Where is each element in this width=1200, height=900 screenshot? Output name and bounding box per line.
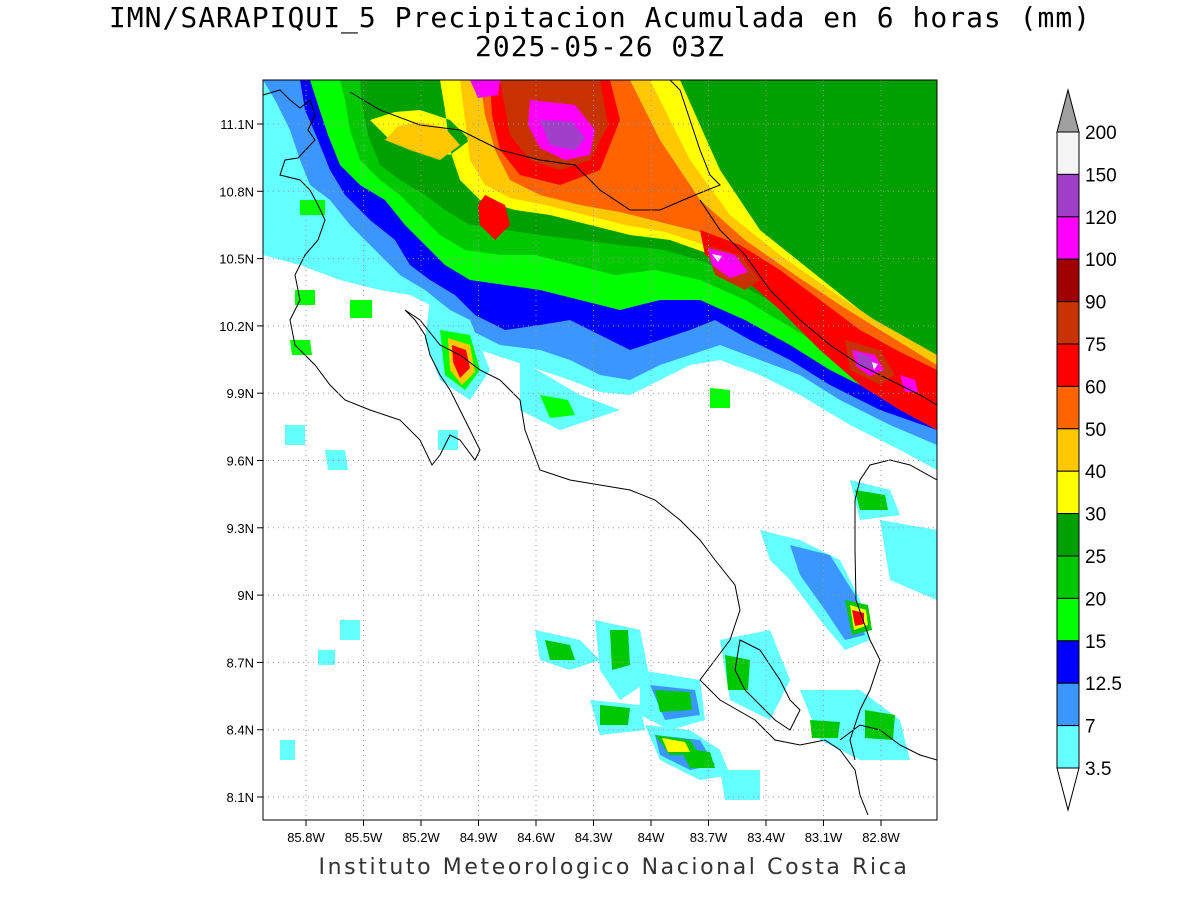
colorbar-legend: 200 150 120 100 90 75 60 50 40 30 25 20 15 12.5 7 3.5 <box>1056 88 1122 812</box>
precip-band-60 <box>478 80 937 430</box>
lat-tick-label: 9.9N <box>227 386 254 401</box>
colorbar-label: 150 <box>1085 165 1117 186</box>
colorbar-label: 15 <box>1085 632 1106 653</box>
lat-tick-label: 10.8N <box>219 184 254 199</box>
colorbar-swatch <box>1056 258 1080 303</box>
lat-tick-label: 11.1N <box>220 117 254 132</box>
lat-tick-label: 9.3N <box>227 521 254 536</box>
precip-cell <box>440 330 575 418</box>
colorbar-label: 50 <box>1085 420 1106 441</box>
lon-tick-label: 85.8W <box>287 830 325 845</box>
lon-tick-label: 84W <box>638 830 665 845</box>
colorbar-max-arrow <box>1056 88 1080 133</box>
colorbar-label: 75 <box>1085 335 1106 356</box>
colorbar-swatch <box>1056 725 1080 769</box>
precip-cell <box>535 480 937 800</box>
precip-band-100 <box>470 80 918 392</box>
colorbar-swatch <box>1056 131 1080 175</box>
lon-tick-label: 84.3W <box>575 830 613 845</box>
colorbar-swatch <box>1056 428 1080 472</box>
colorbar-label: 12.5 <box>1085 674 1122 695</box>
colorbar-min-arrow <box>1056 767 1080 812</box>
colorbar-label: 30 <box>1085 505 1106 526</box>
colorbar-swatch <box>1056 301 1080 345</box>
colorbar-label: 7 <box>1085 717 1096 738</box>
precip-band-120 <box>540 120 874 368</box>
map-grid <box>263 80 937 820</box>
lon-tick-label: 83.1W <box>805 830 843 845</box>
colorbar-label: 200 <box>1085 123 1117 144</box>
coastline <box>263 80 937 816</box>
lat-tick-label: 9N <box>237 588 254 603</box>
lon-tick-label: 85.2W <box>402 830 440 845</box>
colorbar-swatch <box>1056 682 1080 727</box>
lat-tick-label: 8.4N <box>227 723 254 738</box>
colorbar-label: 60 <box>1085 377 1106 398</box>
lon-tick-label: 83.7W <box>690 830 728 845</box>
colorbar-swatch <box>1056 470 1080 515</box>
colorbar-swatch <box>1056 555 1080 599</box>
colorbar-swatch <box>1056 173 1080 218</box>
precip-cell <box>425 300 620 430</box>
nicaragua-border <box>349 80 721 211</box>
colorbar-swatch <box>1056 640 1080 684</box>
lon-tick-label: 82.8W <box>862 830 900 845</box>
caribbean-coast <box>699 199 937 406</box>
colorbar-swatch <box>1056 385 1080 430</box>
colorbar-label: 20 <box>1085 589 1106 610</box>
credit-text: Instituto Meteorologico Nacional Costa R… <box>318 855 910 880</box>
precipitation-field <box>263 80 937 800</box>
precip-cell <box>280 425 458 760</box>
colorbar-swatch <box>1056 216 1080 260</box>
longitude-axis: 85.8W 85.5W 85.2W 84.9W 84.6W 84.3W 84W 83.7W 83… <box>287 820 901 845</box>
pacific-coast-north <box>263 89 869 816</box>
lon-tick-label: 83.4W <box>747 830 785 845</box>
latitude-axis: 11.1N 10.8N 10.5N 10.2N 9.9N 9.6N 9.3N 9N 8.7N 8.… <box>219 117 263 805</box>
colorbar-label: 40 <box>1085 462 1106 483</box>
colorbar-label: 100 <box>1085 250 1117 271</box>
lon-tick-label: 84.9W <box>460 830 498 845</box>
panama-border <box>849 459 937 761</box>
map-date: 2025-05-26 03Z <box>474 30 725 63</box>
colorbar-label: 3.5 <box>1085 759 1111 780</box>
colorbar-swatch <box>1056 343 1080 387</box>
map-frame <box>262 79 938 821</box>
colorbar-label: 25 <box>1085 547 1106 568</box>
lat-tick-label: 9.6N <box>227 454 254 469</box>
colorbar-label: 90 <box>1085 293 1106 314</box>
lon-tick-label: 84.6W <box>517 830 555 845</box>
lat-tick-label: 8.7N <box>227 655 254 670</box>
lat-tick-label: 8.1N <box>227 790 254 805</box>
lat-tick-label: 10.5N <box>219 252 254 267</box>
colorbar-label: 120 <box>1085 208 1117 229</box>
lon-tick-label: 85.5W <box>345 830 383 845</box>
lat-tick-label: 10.2N <box>219 319 254 334</box>
colorbar-swatch <box>1056 513 1080 557</box>
colorbar-swatch <box>1056 597 1080 642</box>
panama-coast <box>839 724 937 761</box>
map-title: IMN/SARAPIQUI_5 Precipitacion Acumulada … <box>108 1 1092 34</box>
